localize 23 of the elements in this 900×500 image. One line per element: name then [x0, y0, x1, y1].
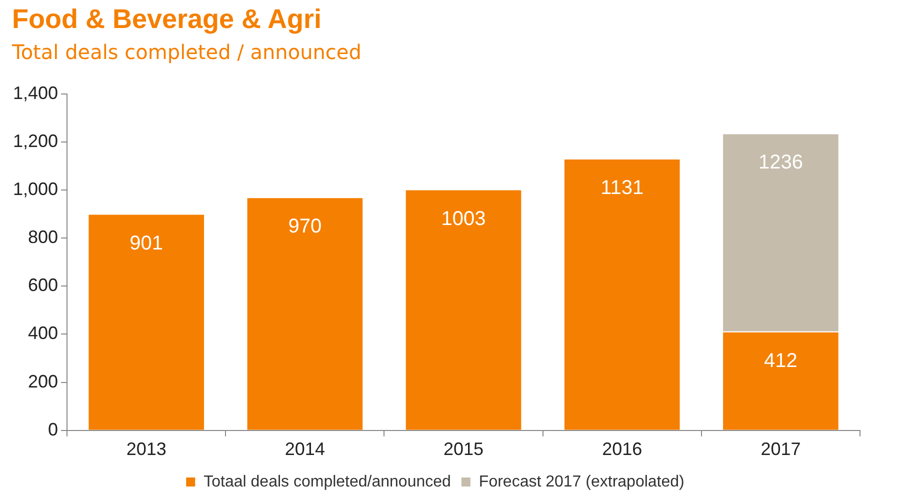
total-label: 1236 [758, 152, 803, 174]
x-tick-label: 2014 [284, 439, 325, 460]
x-tick-label: 2015 [444, 439, 484, 460]
x-tick-label: 2017 [760, 439, 801, 460]
data-label: 1131 [600, 176, 644, 199]
y-tick-label: 400 [28, 323, 58, 344]
x-tick-label: 2016 [602, 439, 642, 460]
legend-label: Totaal deals completed/announced [204, 473, 451, 490]
chart-title: Food & Beverage & Agri [12, 4, 322, 35]
y-tick-label: 200 [28, 371, 58, 392]
data-label: 1003 [441, 208, 486, 230]
y-tick-label: 1,200 [12, 130, 58, 151]
data-label: 901 [130, 232, 164, 254]
data-label: 970 [288, 216, 322, 238]
y-tick-label: 600 [28, 275, 58, 296]
legend-label: Forecast 2017 (extrapolated) [478, 473, 684, 490]
y-tick-label: 1,400 [12, 82, 58, 103]
data-label: 412 [764, 350, 798, 372]
x-tick-label: 2013 [126, 439, 166, 460]
y-tick-label: 1,000 [12, 178, 58, 199]
y-tick-label: 0 [48, 419, 58, 440]
y-tick-label: 800 [28, 227, 58, 248]
chart-subtitle: Total deals completed / announced [12, 40, 362, 64]
